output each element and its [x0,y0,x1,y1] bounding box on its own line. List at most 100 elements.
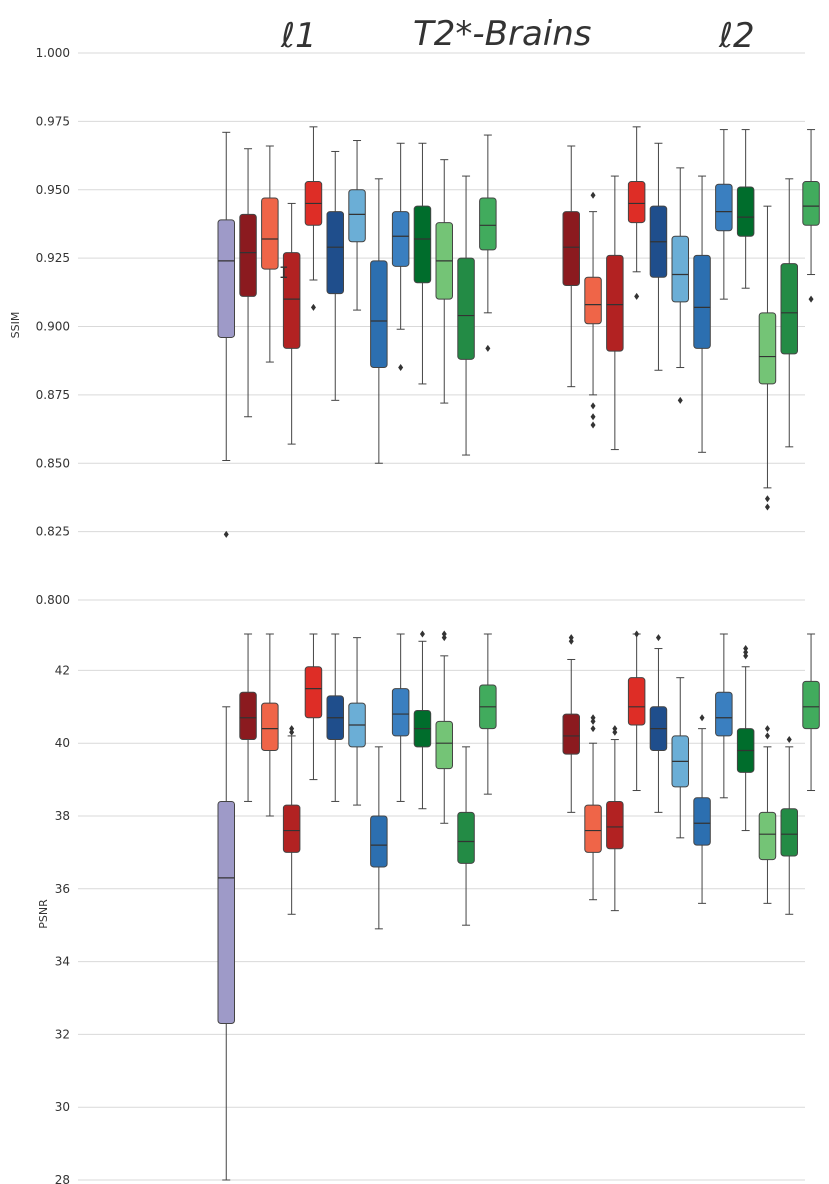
psnr-panel-outlier-point [441,630,447,638]
psnr-panel-outlier-point [590,725,596,733]
ssim-panel-box-maroon [562,145,580,388]
ssim-panel-box-lavender [217,131,235,538]
psnr-panel-box-sky [348,637,366,806]
ssim-panel-box-green [479,134,497,352]
ssim-panel-ytick-label: 0.825 [36,525,70,539]
psnr-panel-box-red [627,630,646,792]
ssim-panel-box-midblue [715,129,733,300]
l1-group-title: ℓ1 [280,16,317,56]
psnr-panel-box-salmon [584,714,602,901]
psnr-panel-box-forest [780,736,798,915]
psnr-panel-box-green [802,633,820,792]
psnr-panel-ytick-label: 40 [55,736,70,750]
psnr-panel-ytick-label: 34 [55,955,70,969]
ssim-panel-outlier-point [223,530,229,538]
ssim-panel-box-red [304,126,323,311]
ssim-panel-outlier-point [485,344,491,352]
psnr-panel-box-salmon [261,633,279,817]
psnr-panel-box-green [479,633,497,795]
ssim-panel-box-red [627,126,646,300]
ssim-panel-box-maroon [239,148,257,418]
ssim-panel-ytick-label: 0.850 [36,456,70,470]
psnr-panel-box-navy [326,633,344,802]
ssim-panel-ytick-label: 0.900 [36,320,70,334]
ssim-panel-box-darkgreen [736,129,755,289]
ssim-panel-outlier-point [764,495,770,503]
grid-layer [78,52,805,1181]
ssim-panel-box-crimson [606,175,624,451]
psnr-axis-label: PSNR [37,899,50,929]
ssim-panel-box-lightgreen [758,205,777,511]
psnr-panel-box-darkgreen [736,645,755,832]
psnr-panel-ytick-label: 30 [55,1100,70,1114]
psnr-panel-outlier-point [743,648,749,656]
psnr-panel-outlier-point [612,725,618,733]
psnr-panel-ytick-label: 36 [55,882,70,896]
psnr-panel-box-steel [370,746,388,930]
psnr-panel-outlier-point [655,634,661,642]
ssim-panel-box-forest [457,175,475,456]
psnr-panel-outlier-point [764,732,770,740]
psnr-panel-box-lavender [217,706,235,1181]
ssim-panel-ytick-label: 0.950 [36,183,70,197]
ssim-panel-outlier-point [590,402,596,410]
ssim-panel-outlier-point [808,295,814,303]
psnr-panel-outlier-point [590,714,596,722]
psnr-panel-outlier-point [743,645,749,653]
psnr-panel-box-lightgreen [758,725,777,904]
ssim-panel-ytick-label: 1.000 [36,46,70,60]
ssim-panel-box-sky [348,140,366,311]
ssim-panel-ytick-label: 0.800 [36,593,70,607]
ssim-panel-box-salmon [584,191,602,429]
ssim-panel-ytick-label: 0.875 [36,388,70,402]
psnr-panel-box-forest [457,746,475,926]
ssim-panel-box-green [802,129,820,303]
ssim-panel-outlier-point [634,292,640,300]
psnr-panel-ytick-label: 28 [55,1173,70,1184]
ssim-panel-box-salmon [261,145,279,363]
ssim-panel-outlier-point [310,303,316,311]
psnr-panel-outlier-point [612,728,618,736]
ssim-panel-outlier-point [764,503,770,511]
ssim-panel-outlier-point [590,413,596,421]
ssim-panel-box-steel [693,175,711,453]
psnr-panel-box-maroon [239,633,257,802]
ssim-panel-box-navy [326,150,344,401]
ssim-panel-box-forest [780,178,798,448]
ssim-panel-ytick-label: 0.925 [36,251,70,265]
psnr-panel-outlier-point [441,634,447,642]
psnr-panel-outlier-point [764,725,770,733]
ssim-panel-box-sky [671,167,689,404]
psnr-panel-box-red [304,633,323,781]
psnr-panel-box-midblue [391,633,410,802]
psnr-panel-outlier-point [568,637,574,645]
psnr-panel-box-midblue [715,633,733,799]
psnr-panel-outlier-point [699,714,705,722]
l2-group-title: ℓ2 [718,16,755,56]
psnr-panel-outlier-point [634,630,640,638]
ssim-axis-label: SSIM [9,312,22,339]
psnr-panel-box-maroon [562,634,580,813]
ssim-panel-box-steel [370,178,388,464]
psnr-panel-outlier-point [786,736,792,744]
ssim-panel-outlier-point [677,396,683,404]
figure-title: T2*-Brains [413,14,592,54]
psnr-panel-box-lightgreen [435,630,453,824]
ssim-panel-outlier-point [590,421,596,429]
y-tick-labels: 0.800 0.825 0.850 0.875 0.900 0.925 0.950 0.975… [36,46,70,1184]
ssim-panel-box-lightgreen [435,159,453,404]
psnr-panel-box-darkgreen [413,630,432,810]
psnr-panel-outlier-point [289,728,295,736]
psnr-panel-box-steel [693,714,711,904]
psnr-panel-box-sky [671,677,689,839]
psnr-panel-ytick-label: 32 [55,1027,70,1041]
psnr-panel-outlier-point [419,630,425,638]
psnr-panel-ytick-label: 38 [55,809,70,823]
ssim-panel-box-darkgreen [413,142,432,385]
psnr-panel-box-crimson [606,725,624,912]
psnr-panel-outlier-point [568,634,574,642]
ssim-panel-outlier-point [590,191,596,199]
box-layer [217,126,820,1181]
psnr-panel-outlier-point [743,652,749,660]
